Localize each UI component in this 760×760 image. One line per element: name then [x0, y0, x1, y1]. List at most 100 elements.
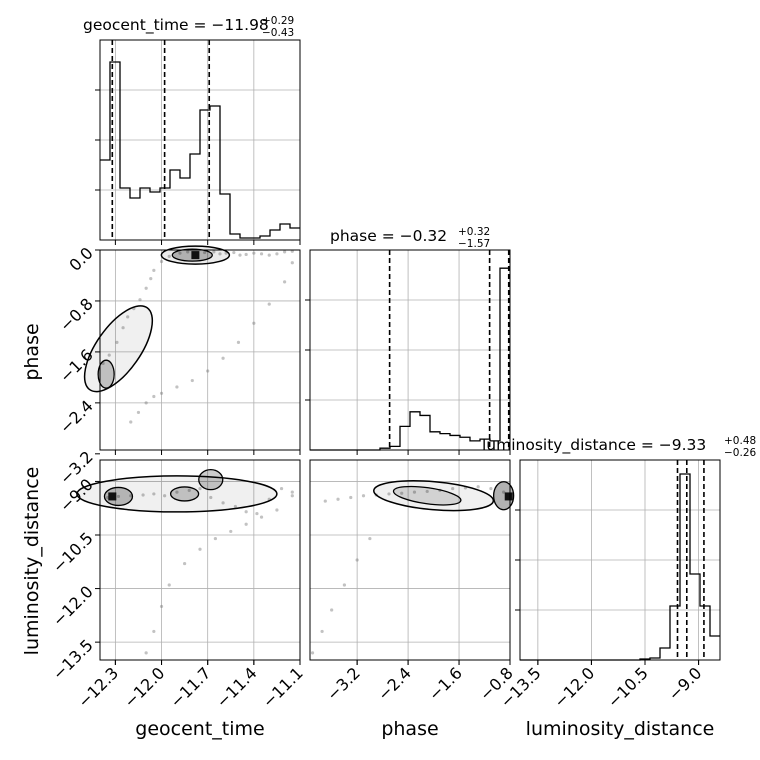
luminosity_distance_vs_geocent_time-xtick-label: −11.1	[259, 663, 307, 711]
phase_vs_geocent_time-sample	[252, 321, 256, 325]
geocent_time-histogram-step	[100, 61, 300, 239]
geocent_time-bin	[280, 224, 290, 240]
geocent_time-frame	[99, 39, 301, 241]
phase_vs_geocent_time-sample	[144, 286, 148, 290]
luminosity_distance_vs_phase-sample	[349, 495, 353, 500]
lumdist-vs-geocent-contour-left	[103, 486, 134, 507]
luminosity_distance-histogram-step	[520, 473, 720, 661]
phase_vs_geocent_time-sample	[178, 251, 182, 255]
xlabel-phase: phase	[381, 718, 438, 740]
geocent_time-bin	[250, 238, 260, 240]
phase_vs_geocent_time-sample	[138, 298, 142, 302]
luminosity_distance-bin	[710, 636, 720, 660]
geocent_time-bin	[180, 178, 190, 240]
luminosity_distance_vs_geocent_time-xtick-label: −12.0	[120, 663, 168, 711]
geocent_time-bin	[190, 154, 200, 240]
xlabel-geocent-time: geocent_time	[135, 718, 264, 740]
phase_vs_geocent_time-sample	[115, 340, 119, 344]
phase_vs_geocent_time-sample	[267, 302, 271, 306]
phase_vs_geocent_time-sample	[152, 268, 156, 272]
luminosity_distance_vs_phase-sample	[451, 486, 455, 491]
phase_vs_geocent_time-sample	[212, 250, 216, 254]
luminosity_distance_vs_geocent_time-sample	[167, 583, 171, 587]
xlabel-luminosity-distance: luminosity_distance	[526, 718, 715, 740]
luminosity_distance_vs_phase-sample	[400, 491, 404, 495]
luminosity_distance_vs_phase-xtick-label: −3.2	[323, 663, 364, 704]
title-luminosity-distance-sub: −0.26	[724, 447, 756, 459]
phase_vs_geocent_time-sample	[232, 250, 236, 255]
luminosity_distance_vs_phase-sample	[361, 494, 366, 498]
luminosity_distance_vs_geocent_time-sample	[290, 490, 294, 494]
luminosity_distance_vs_phase-sample	[336, 497, 340, 501]
title-luminosity-distance: luminosity_distance = −9.33	[482, 436, 706, 455]
phase_vs_geocent_time-sample	[129, 420, 133, 424]
luminosity_distance_vs_geocent_time-sample	[209, 495, 213, 500]
phase-bin	[380, 448, 390, 450]
luminosity_distance-bin	[670, 606, 680, 660]
phase_vs_geocent_time-sample	[206, 369, 210, 373]
phase-bin	[450, 435, 460, 450]
luminosity_distance_vs_geocent_time-sample	[259, 515, 264, 519]
phase_vs_geocent_time-sample	[167, 254, 171, 258]
luminosity_distance_vs_geocent_time-sample	[152, 629, 156, 634]
phase_vs_geocent_time-ytick-label: 0.0	[65, 243, 96, 274]
luminosity_distance_vs_geocent_time-sample	[213, 536, 217, 541]
luminosity_distance_vs_phase-sample	[323, 499, 327, 503]
luminosity_distance_vs_phase-sample	[330, 608, 334, 612]
phase_vs_geocent_time-sample	[283, 250, 287, 254]
phase_vs_geocent_time-sample	[290, 261, 294, 265]
luminosity_distance_vs_phase-sample	[368, 536, 372, 541]
phase_vs_geocent_time-sample	[159, 259, 164, 264]
phase-bin	[410, 412, 420, 450]
ylabel-luminosity-distance: luminosity_distance	[21, 467, 43, 656]
phase_vs_geocent_time-sample	[259, 252, 264, 256]
phase_vs_geocent_time-sample	[190, 378, 194, 383]
luminosity_distance_vs_phase-frame	[309, 459, 511, 661]
luminosity_distance_vs_phase-sample	[412, 490, 417, 494]
phase_vs_geocent_time-sample	[186, 250, 190, 254]
title-phase: phase = −0.32	[330, 227, 447, 245]
phase_vs_geocent_time-ytick-label: −0.8	[56, 294, 97, 335]
luminosity_distance_vs_geocent_time-ytick-label: −12.0	[49, 582, 97, 630]
phase_vs_geocent_time-sample	[107, 353, 111, 357]
lumdist-vs-geocent-contour-right	[198, 468, 224, 491]
title-geocent-time-sub: −0.43	[262, 27, 294, 39]
lumdist-vs-phase-contour-edge	[492, 481, 515, 511]
geocent_time-bin	[220, 194, 230, 240]
luminosity_distance_vs_phase-peak	[504, 492, 513, 501]
luminosity_distance_vs_geocent_time-sample	[244, 522, 248, 526]
luminosity_distance_vs_geocent_time-xtick-label: −11.7	[166, 663, 214, 711]
phase_vs_geocent_time-sample	[244, 252, 248, 257]
luminosity_distance_vs_geocent_time-sample	[290, 494, 294, 498]
phase_vs_geocent_time-sample	[175, 385, 179, 389]
luminosity_distance_vs_geocent_time-sample	[244, 510, 248, 514]
luminosity_distance_vs_geocent_time-sample	[233, 504, 237, 509]
luminosity_distance_vs_phase-sample	[320, 629, 324, 634]
phase_vs_geocent_time-sample	[159, 391, 164, 395]
phase_vs_geocent_time-sample	[221, 356, 225, 360]
phase-bin	[480, 439, 490, 450]
luminosity_distance_vs_geocent_time-sample	[175, 490, 179, 494]
luminosity_distance-bin	[650, 658, 660, 660]
geocent_time-bin	[270, 230, 280, 240]
lumdist-vs-geocent-contour-mid	[169, 486, 200, 502]
phase_vs_geocent_time-sample	[283, 280, 287, 284]
luminosity_distance_vs_geocent_time-sample	[144, 651, 148, 655]
luminosity_distance-xtick-label: −12.0	[550, 663, 598, 711]
luminosity_distance_vs_geocent_time-sample	[116, 494, 121, 499]
phase_vs_geocent_time-sample	[252, 251, 256, 255]
luminosity_distance_vs_geocent_time-peak	[108, 492, 117, 501]
phase-bin	[460, 437, 470, 450]
phase_vs_geocent_time-ytick-label: −2.4	[56, 396, 97, 437]
title-geocent-time: geocent_time = −11.98	[83, 16, 269, 35]
luminosity_distance-bin	[680, 474, 690, 660]
geocent_time-bin	[130, 198, 140, 240]
luminosity_distance_vs_geocent_time-sample	[183, 561, 187, 566]
phase_vs_geocent_time-sample	[275, 252, 279, 256]
luminosity_distance_vs_geocent_time-sample	[255, 511, 259, 516]
lumdist-vs-phase-contour-outer	[373, 480, 495, 512]
luminosity_distance_vs_phase-sample	[425, 489, 429, 494]
luminosity_distance_vs_geocent_time-sample	[198, 486, 202, 491]
luminosity_distance_vs_geocent_time-xtick-label: −11.4	[213, 663, 261, 711]
luminosity_distance_vs_geocent_time-sample	[163, 494, 167, 498]
